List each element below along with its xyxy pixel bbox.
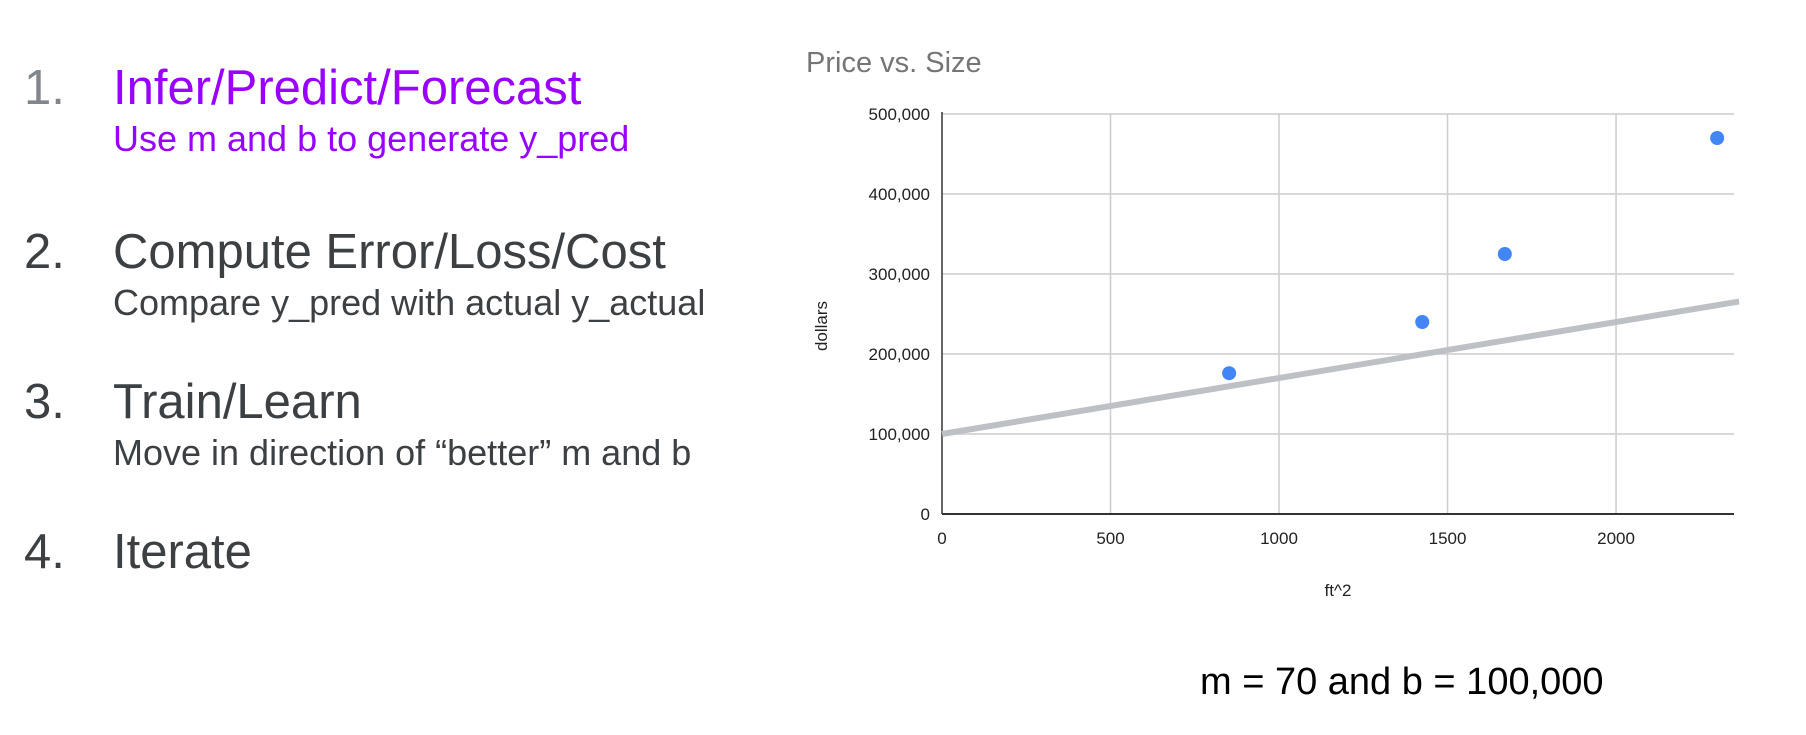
- price-vs-size-chart: 0 100,000 200,000 300,000 400,000 500,000 0 500…: [780, 0, 1806, 735]
- data-point: [1497, 247, 1512, 261]
- chart-title: Price vs. Size: [806, 47, 982, 79]
- step-title: Iterate: [113, 525, 252, 579]
- step-number: 4.: [24, 525, 65, 579]
- data-point: [1222, 366, 1237, 381]
- x-tick-label: 2000: [1597, 529, 1635, 548]
- regression-line: [941, 298, 1740, 437]
- data-point: [1710, 131, 1725, 145]
- chart-canvas: 0 100,000 200,000 300,000 400,000 500,000 0 500…: [806, 47, 1740, 600]
- step-title: Compute Error/Loss/Cost: [113, 225, 666, 279]
- x-tick-label: 1000: [1260, 529, 1298, 548]
- y-tick-label: 200,000: [869, 345, 930, 364]
- steps-list: 1. Infer/Predict/Forecast Use m and b to…: [0, 0, 760, 735]
- step-subtitle: Compare y_pred with actual y_actual: [113, 282, 706, 323]
- x-tick-label: 500: [1096, 529, 1124, 548]
- y-tick-label: 0: [921, 505, 930, 524]
- step-title: Infer/Predict/Forecast: [113, 61, 582, 115]
- step-subtitle: Use m and b to generate y_pred: [113, 118, 630, 159]
- y-tick-label: 400,000: [869, 185, 930, 204]
- x-axis-label: ft^2: [1325, 581, 1352, 600]
- x-tick-label: 0: [937, 529, 946, 548]
- y-tick-label: 500,000: [869, 105, 930, 124]
- data-point: [1415, 315, 1430, 329]
- y-tick-label: 300,000: [869, 265, 930, 284]
- y-tick-label: 100,000: [869, 425, 930, 444]
- step-title: Train/Learn: [113, 375, 362, 429]
- step-number: 2.: [24, 225, 65, 279]
- step-number: 1.: [24, 61, 65, 115]
- step-number: 3.: [24, 375, 65, 429]
- step-subtitle: Move in direction of “better” m and b: [113, 432, 692, 473]
- y-axis-label: dollars: [812, 301, 831, 351]
- parameters-caption: m = 70 and b = 100,000: [1200, 661, 1604, 703]
- x-tick-label: 1500: [1429, 529, 1467, 548]
